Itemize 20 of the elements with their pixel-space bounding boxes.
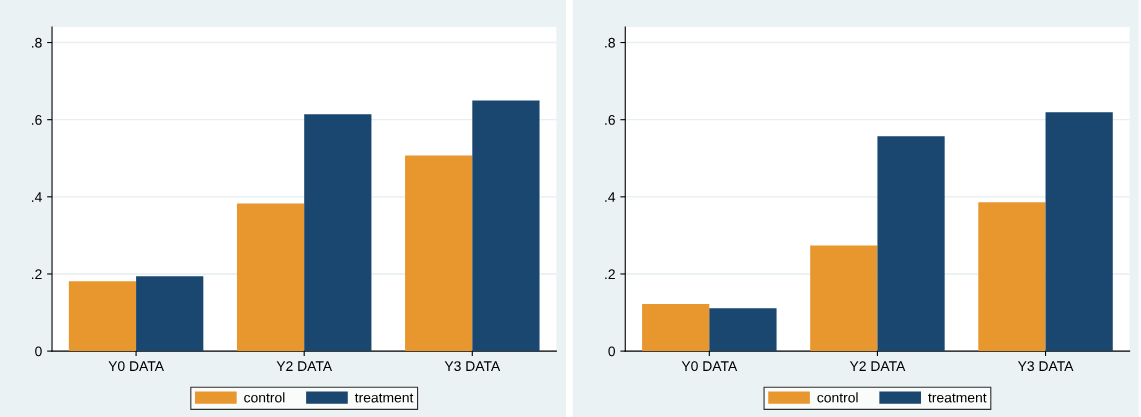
legend-label: control bbox=[817, 392, 858, 403]
y-tick-label: .4 bbox=[31, 192, 42, 202]
y-tick-label: .2 bbox=[605, 269, 615, 279]
x-tick-label: Y0 DATA bbox=[108, 361, 164, 372]
legend-label: treatment bbox=[928, 393, 987, 403]
x-tick-label: Y3 DATA bbox=[444, 361, 501, 372]
legend-label: control bbox=[244, 392, 285, 403]
y-tick-label: .2 bbox=[31, 269, 42, 279]
x-tick-label: Y2 DATA bbox=[849, 361, 906, 371]
x-tick-label: Y2 DATA bbox=[276, 361, 333, 371]
y-tick-label: .8 bbox=[31, 37, 42, 48]
legend-label: treatment bbox=[354, 393, 414, 403]
y-tick-label: 0 bbox=[35, 346, 42, 357]
y-tick-label: .6 bbox=[31, 115, 42, 125]
y-tick-label: 0 bbox=[608, 346, 615, 357]
y-tick-label: .6 bbox=[605, 115, 615, 125]
y-tick-label: .4 bbox=[605, 192, 616, 202]
y-tick-label: .8 bbox=[605, 37, 615, 48]
x-tick-label: Y0 DATA bbox=[681, 361, 738, 372]
x-tick-label: Y3 DATA bbox=[1017, 361, 1074, 372]
